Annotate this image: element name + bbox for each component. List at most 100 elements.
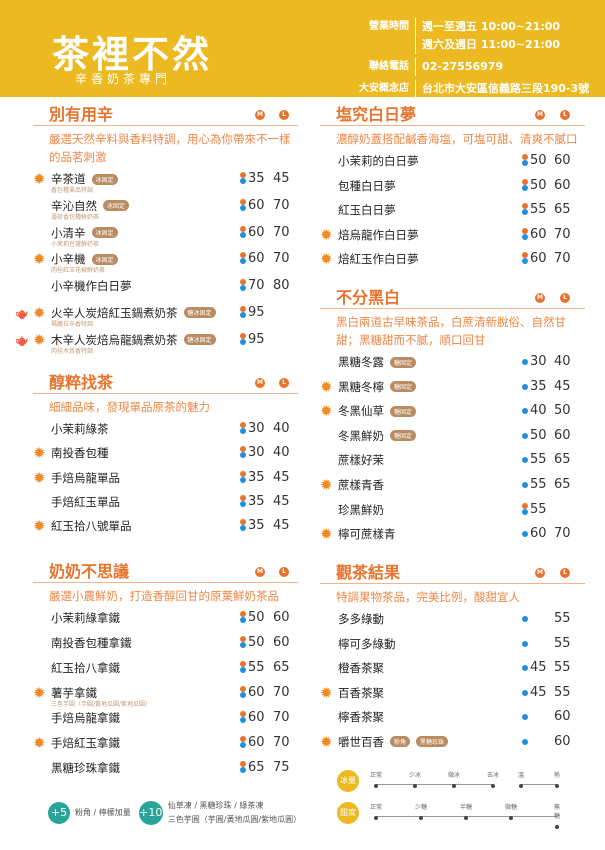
menu-item: 小辛機作白日夢 70 80 (33, 277, 298, 304)
section-title-text: 別有用辛 (49, 105, 114, 124)
scale-line (521, 784, 557, 785)
temperature-icons (240, 279, 246, 292)
item-name: 小茉莉綠拿鐵 (51, 611, 120, 625)
item-subtitle: 肉桂木質香特調 (51, 347, 94, 355)
item-subtitle: 三色芋圓（芋圓/黃地瓜圓/紫地瓜圓） (51, 701, 152, 708)
item-tag: 糖固定 (390, 356, 417, 368)
price-l: 60 (273, 610, 290, 625)
temperature-icons (240, 225, 246, 238)
recommended-star-icon: ✹ (33, 734, 46, 752)
item-name: 蔗樣好茉 (338, 453, 384, 468)
price-l: 40 (273, 445, 290, 461)
temperature-icons (240, 198, 246, 211)
menu-item: 南投香包種拿鐵 50 60 (33, 634, 298, 659)
addon-text-10: 仙草凍 / 黑糖珍珠 / 綠茶凍 (167, 801, 264, 810)
recommended-star-icon: ✹ (320, 683, 333, 702)
price-m: 60 (248, 735, 265, 750)
item-tag: 冰固定 (91, 253, 118, 265)
price-l: 70 (554, 226, 571, 242)
price-m: 55 (248, 660, 265, 675)
size-m-icon: M (535, 110, 545, 120)
cold-icon (240, 428, 246, 434)
menu-item: ✹ 手焙紅玉拿鐵 60 70 (33, 734, 298, 759)
price-m: 50 (530, 153, 547, 168)
price-l: 65 (273, 660, 290, 675)
menu-item: 手焙烏龍拿鐵 60 70 (33, 709, 298, 734)
price-l: 40 (554, 354, 571, 369)
price-l: 70 (273, 251, 290, 267)
menu-item: 檸可多綠動 55 (320, 635, 585, 660)
cold-icon (522, 616, 528, 622)
scale-level-label: 少冰 (408, 772, 422, 779)
menu-item: 小茉莉的白日夢 50 60 (320, 152, 585, 177)
temperature-icons (522, 408, 528, 415)
section-description: 特調果物茶品，完美比例，酸甜宜人 (336, 590, 520, 604)
pot-icon: 🫖 (15, 306, 29, 320)
price-l: 70 (273, 224, 290, 240)
menu-item: 檸香茶聚 60 (320, 708, 585, 733)
item-tag: 黑糖珍珠 (416, 736, 449, 747)
cold-icon (522, 457, 528, 464)
menu-item: 多多綠動 55 (320, 610, 585, 635)
scale-dot (463, 816, 468, 820)
cold-icon (522, 640, 528, 647)
menu-item: ✹ 黑糖冬檸 糖固定 35 45 (320, 378, 585, 403)
menu-section: 塩究白日夢 M L 濃醇奶蓋搭配鹹香海塩，可塩可甜、清爽不膩口 小茉莉的白日夢 50 60 包… (320, 104, 585, 275)
temperature-icons (522, 738, 528, 745)
recommended-star-icon: ✹ (33, 330, 46, 349)
menu-section: 不分黑白 M L 黑白兩道古早味茶品，白蔗清新脫俗、自然甘甜；黑糖甜而不膩，順口回甘黑… (320, 287, 585, 550)
section-title: 不分黑白 M L (320, 287, 585, 309)
scale-level: 少冰 (409, 770, 421, 788)
temperature-icons (522, 383, 528, 390)
size-l-icon: L (560, 293, 570, 303)
scale-dot (554, 784, 559, 788)
item-name: 焙紅玉作白日夢 (338, 252, 419, 267)
section-title-text: 醇粹找茶 (49, 373, 114, 392)
item-name: 檸可蔗樣青 (338, 527, 396, 542)
item-subtitle: 香包種單品特調 (51, 187, 94, 194)
price-m: 30 (248, 445, 265, 461)
menu-item: 辛沁自然 冰固定 薄荷香包種鮮奶茶 60 70 (33, 197, 298, 224)
hot-icon (240, 736, 246, 742)
item-subtitle: 薄荷香包種鮮奶茶 (51, 213, 100, 221)
cold-icon (522, 665, 528, 671)
hot-icon (240, 279, 246, 286)
item-name: 檸可多綠動 (338, 636, 396, 651)
item-name: 手焙烏龍單品 (51, 470, 120, 485)
size-l-icon: L (279, 110, 289, 120)
temperature-icons (522, 502, 528, 515)
temperature-icons (522, 714, 528, 720)
cold-icon (522, 258, 528, 265)
item-name: 檸香茶聚 (338, 710, 384, 724)
menu-item: ✹ 手焙烏龍單品 35 45 (33, 469, 298, 493)
item-name: 紅玉拾八號單品 (51, 519, 132, 534)
item-name: 紅玉拾八拿鐵 (51, 661, 120, 675)
cold-icon (240, 178, 246, 184)
hot-icon (240, 332, 246, 339)
cold-icon (240, 476, 246, 483)
temperature-icons (522, 457, 528, 464)
phone-label: 聯絡電話 (369, 61, 409, 72)
item-name: 橙香茶聚 (338, 661, 384, 675)
scale-level-label: 微糖 (504, 804, 518, 811)
cold-icon (522, 160, 528, 166)
item-name: 小辛機作白日夢 (51, 279, 132, 294)
scale-level: 微冰 (448, 770, 460, 788)
scale-level-label: 正常 (369, 772, 383, 779)
hours-label: 營業時間 (369, 21, 409, 32)
section-title-text: 奶奶不思議 (49, 562, 130, 581)
section-title: 觀茶結果 M L (320, 562, 585, 584)
hot-icon (240, 494, 246, 501)
item-tag: 糖固定 (390, 430, 417, 442)
item-name: 冬黑仙草 (338, 404, 384, 419)
menu-item: 小茉莉綠茶 30 40 (33, 420, 298, 444)
section-title-text: 觀茶結果 (336, 563, 401, 582)
hot-icon (240, 661, 246, 667)
item-name: 小清辛 (51, 225, 86, 240)
logo: 茶裡不然 (52, 33, 212, 76)
price-l: 70 (273, 710, 290, 725)
cold-icon (240, 285, 246, 292)
section-title: 醇粹找茶 M L (33, 372, 298, 394)
pot-icon: 🫖 (15, 333, 29, 347)
scale-level-label: 溫 (517, 772, 525, 779)
